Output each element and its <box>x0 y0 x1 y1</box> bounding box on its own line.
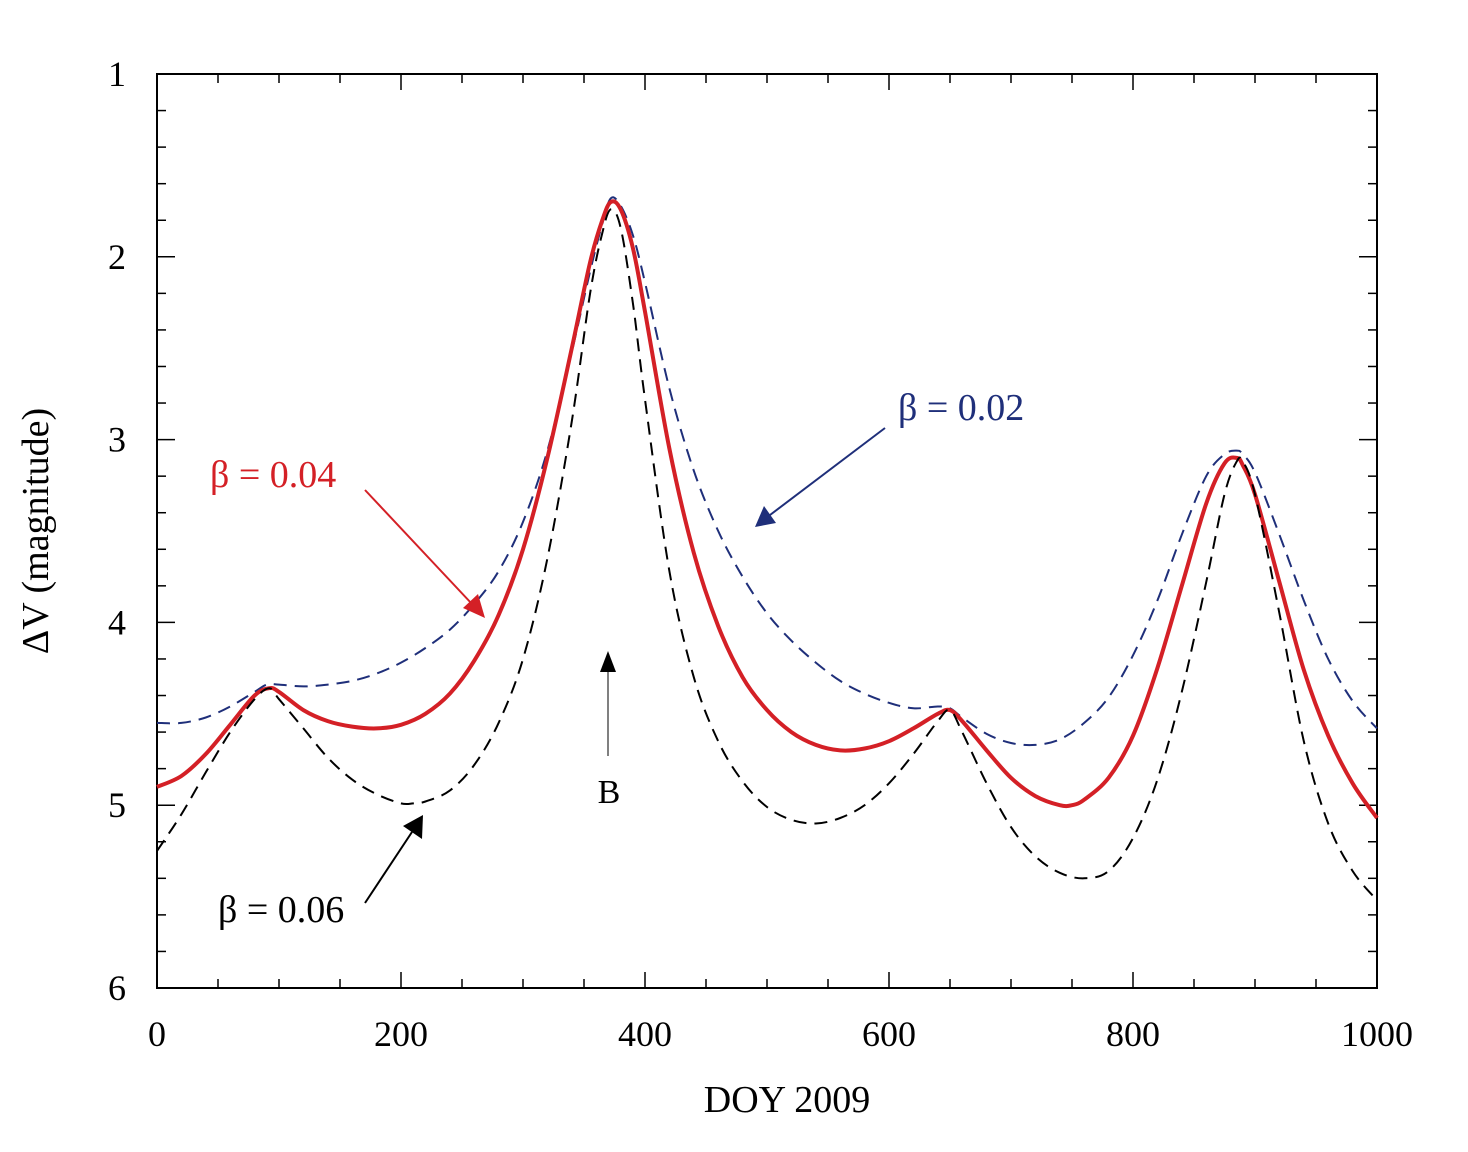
marker-b-arrow-head <box>600 651 616 672</box>
x-tick-label: 600 <box>862 1014 916 1054</box>
x-tick-label: 0 <box>148 1014 166 1054</box>
y-tick-label: 1 <box>108 54 126 94</box>
y-tick-label: 6 <box>108 968 126 1008</box>
y-axis-label: ΔV (magnitude) <box>15 408 57 654</box>
beta-002-arrow-head <box>755 506 776 527</box>
beta-004-arrow-head <box>463 594 485 618</box>
series-line-3 <box>156 208 1378 901</box>
beta-006-label: β = 0.06 <box>218 889 344 931</box>
x-tick-label: 400 <box>618 1014 672 1054</box>
plot-frame <box>156 73 1378 989</box>
series-line-1 <box>156 196 1378 747</box>
beta-004-arrow-line <box>364 489 473 605</box>
series-group <box>156 196 1379 901</box>
series-line-2 <box>156 199 1379 820</box>
x-axis-label: DOY 2009 <box>704 1079 870 1121</box>
beta-006-arrow-head <box>403 815 423 839</box>
y-tick-label: 2 <box>108 237 126 277</box>
beta-002-label: β = 0.02 <box>898 387 1024 429</box>
beta-002-arrow-line <box>769 427 886 516</box>
x-tick-labels: 0 200 400 600 800 1000 <box>148 1014 1413 1054</box>
axis-ticks <box>156 73 1378 989</box>
x-tick-label: 1000 <box>1341 1014 1413 1054</box>
y-tick-label: 4 <box>108 602 126 642</box>
marker-b-label: B <box>598 774 621 811</box>
y-tick-label: 5 <box>108 785 126 825</box>
y-tick-label: 3 <box>108 420 126 460</box>
x-tick-label: 800 <box>1106 1014 1160 1054</box>
x-tick-label: 200 <box>374 1014 428 1054</box>
beta-006-arrow-line <box>364 831 413 904</box>
y-tick-labels: 1 2 3 4 5 6 <box>108 54 126 1008</box>
beta-004-label: β = 0.04 <box>210 454 336 496</box>
